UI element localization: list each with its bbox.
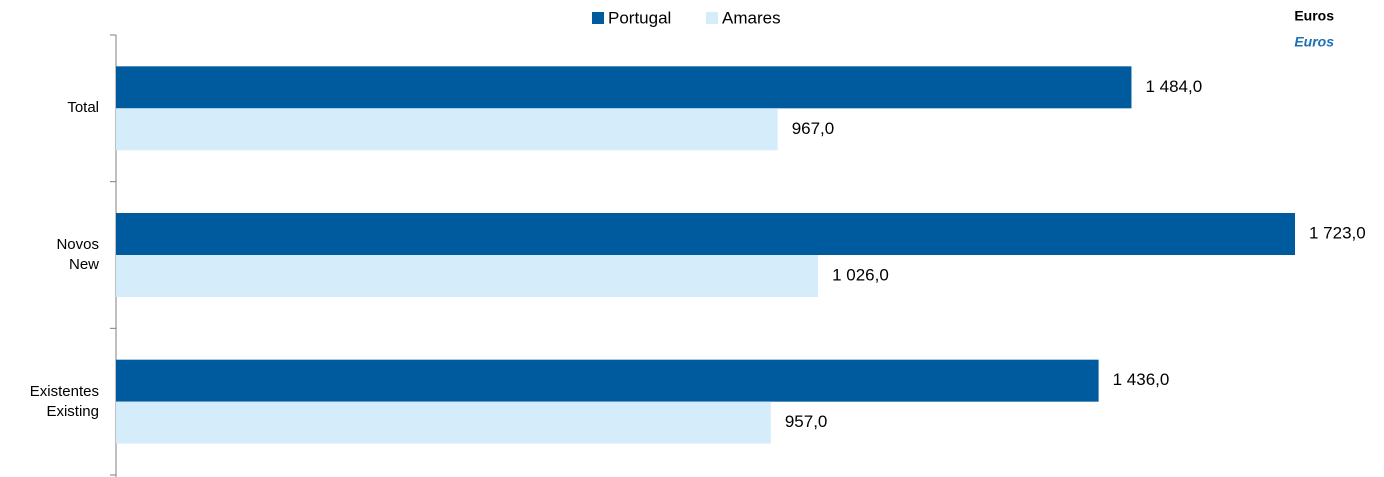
- value-label: 1 026,0: [832, 265, 889, 284]
- category-label: Existentes Existing: [29, 382, 99, 420]
- legend-swatch: [706, 12, 718, 24]
- unit-label-en: Euros: [1294, 34, 1334, 50]
- bar: [116, 255, 819, 297]
- bar: [116, 359, 1099, 402]
- bar: [116, 401, 771, 444]
- legend-label: Portugal: [608, 8, 671, 27]
- bar: [116, 213, 1295, 255]
- value-label: 1 484,0: [1145, 77, 1202, 96]
- category-label: Novos New: [56, 236, 99, 273]
- value-label: 1 723,0: [1309, 223, 1366, 242]
- bar: [116, 66, 1132, 109]
- value-label: 967,0: [792, 119, 835, 138]
- bar: [116, 108, 778, 151]
- legend-swatch: [592, 12, 604, 24]
- legend-label: Amares: [722, 8, 781, 27]
- unit-label: Euros: [1294, 8, 1334, 24]
- category-label: Total: [67, 99, 99, 117]
- value-label: 957,0: [785, 412, 828, 431]
- value-label: 1 436,0: [1113, 370, 1170, 389]
